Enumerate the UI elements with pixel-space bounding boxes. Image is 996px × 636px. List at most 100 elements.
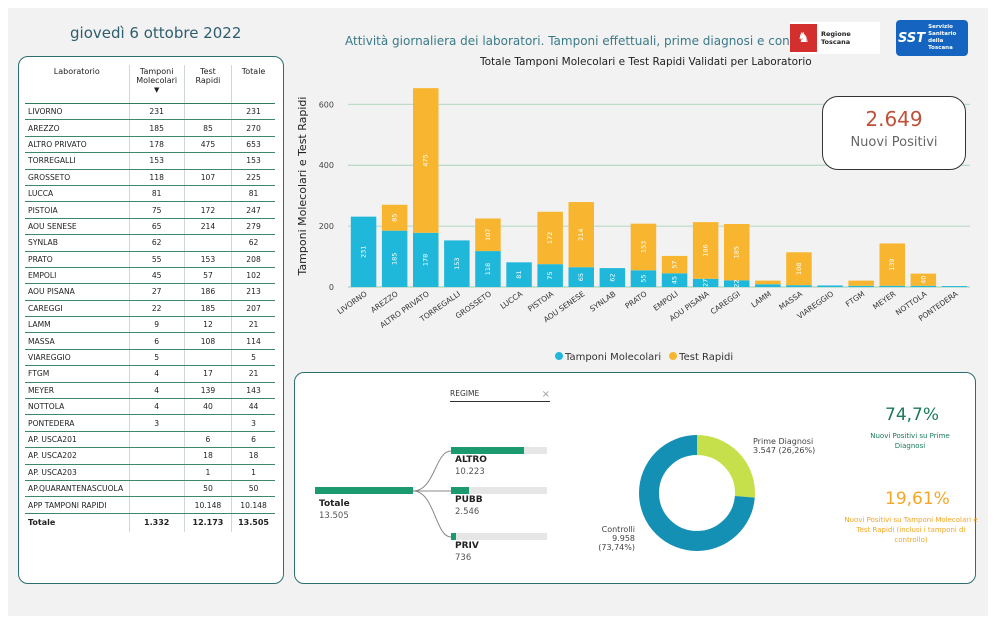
table-row[interactable]: EMPOLI 45 57 102: [25, 267, 275, 285]
data-label: 153: [639, 241, 647, 253]
cell-value: [183, 185, 232, 203]
pct-tamponi: 19,61%: [885, 489, 950, 509]
cell-value: 12: [183, 316, 232, 334]
table-row[interactable]: PISTOIA 75 172 247: [25, 201, 275, 219]
table-row[interactable]: VIAREGGIO 5 5: [25, 349, 275, 367]
cell-value: 213: [231, 283, 275, 301]
table-row[interactable]: LIVORNO 231 231: [25, 103, 275, 121]
table-row[interactable]: LUCCA 81 81: [25, 185, 275, 203]
data-label: 57: [671, 260, 679, 268]
table-row[interactable]: AP. USCA202 18 18: [25, 447, 275, 465]
cell-value: 225: [231, 169, 275, 186]
branch-bar-bg[interactable]: [451, 533, 547, 540]
legend-molecolari[interactable]: Tamponi Molecolari: [555, 352, 661, 363]
table-row[interactable]: AP.QUARANTENASCUOLA 50 50: [25, 480, 275, 498]
laboratory-table: Laboratorio Tamponi Molecolari ▼ Test Rap…: [25, 65, 275, 532]
cell-laboratorio: APP TAMPONI RAPIDI: [25, 496, 130, 514]
cell-value: 178: [128, 136, 185, 154]
data-label: 22: [733, 280, 741, 288]
x-tick-label: MEYER: [871, 289, 897, 311]
cell-value: 279: [231, 218, 275, 236]
cell-value: 208: [231, 251, 275, 268]
cell-value: [128, 496, 185, 514]
table-row[interactable]: AREZZO 185 85 270: [25, 119, 275, 137]
kpi-card: 2.649 Nuovi Positivi: [822, 96, 966, 170]
table-row[interactable]: NOTTOLA 4 40 44: [25, 398, 275, 416]
data-label: 62: [608, 273, 616, 281]
cell-laboratorio: MASSA: [25, 332, 130, 350]
laboratory-table-card: Laboratorio Tamponi Molecolari ▼ Test Rap…: [18, 56, 284, 584]
cell-value: 247: [231, 201, 275, 219]
table-row[interactable]: APP TAMPONI RAPIDI 10.148 10.148: [25, 496, 275, 514]
cell-laboratorio: FTGM: [25, 365, 130, 383]
col-header-laboratorio[interactable]: Laboratorio: [25, 65, 130, 104]
data-label: 186: [702, 244, 710, 256]
table-row[interactable]: LAMM 9 12 21: [25, 316, 275, 334]
col-header-test-rapidi[interactable]: Test Rapidi: [183, 65, 232, 104]
close-icon[interactable]: ×: [541, 389, 550, 400]
branch-value: 2.546: [455, 507, 480, 517]
cell-value: 185: [183, 300, 232, 318]
table-row[interactable]: AP. USCA203 1 1: [25, 464, 275, 481]
sst-text: Servizio Sanitario della Toscana: [928, 24, 957, 51]
data-label: 139: [888, 258, 896, 270]
table-row[interactable]: MEYER 4 139 143: [25, 382, 275, 400]
table-row[interactable]: TORREGALLI 153 153: [25, 152, 275, 170]
branch-bar[interactable]: [451, 533, 457, 540]
cell-laboratorio: AP. USCA201: [25, 431, 130, 449]
col-header-totale[interactable]: Totale: [231, 65, 275, 104]
table-row[interactable]: MASSA 6 108 114: [25, 332, 275, 350]
branch-value: 736: [455, 553, 472, 563]
bar-molecolari: [786, 285, 812, 287]
table-row[interactable]: FTGM 4 17 21: [25, 365, 275, 383]
cell-value: 27: [128, 283, 185, 301]
y-tick-label: 600: [319, 100, 334, 109]
cell-value: 4: [128, 365, 185, 383]
table-row[interactable]: PRATO 55 153 208: [25, 251, 275, 268]
cell-laboratorio: AP. USCA202: [25, 447, 130, 465]
cell-value: 153: [183, 251, 232, 268]
data-label: 27: [702, 279, 710, 287]
cell-value: 18: [183, 447, 232, 465]
table-row[interactable]: AOU PISANA 27 186 213: [25, 283, 275, 301]
x-tick-label: LAMM: [749, 289, 773, 309]
kpi-value: 2.649: [865, 107, 923, 131]
cell-laboratorio: AREZZO: [25, 119, 130, 137]
branch-label: PRIV: [455, 541, 479, 551]
sst-logo: SST Servizio Sanitario della Toscana: [896, 20, 968, 56]
table-row[interactable]: AP. USCA201 6 6: [25, 431, 275, 449]
table-row[interactable]: GROSSETO 118 107 225: [25, 169, 275, 186]
root-bar[interactable]: [315, 487, 413, 494]
table-row[interactable]: PONTEDERA 3 3: [25, 414, 275, 432]
data-label: 55: [639, 274, 647, 282]
total-cell: Totale: [28, 518, 56, 528]
data-label: 81: [515, 271, 523, 279]
bar-molecolari: [723, 280, 750, 287]
regime-filter[interactable]: REGIME ×: [450, 389, 550, 402]
x-tick-label: LIVORNO: [336, 289, 369, 316]
data-label: 85: [391, 214, 399, 222]
col-header-tamponi[interactable]: Tamponi Molecolari ▼: [128, 65, 185, 104]
legend-rapidi[interactable]: Test Rapidi: [669, 352, 733, 363]
cell-value: 10.148: [183, 496, 232, 514]
x-tick-label: MASSA: [777, 289, 804, 312]
bar-molecolari: [941, 286, 968, 287]
table-row[interactable]: SYNLAB 62 62: [25, 234, 275, 252]
sort-desc-icon: ▼: [153, 86, 160, 94]
branch-bar[interactable]: [451, 447, 524, 454]
donut-label-prime: Prime Diagnosi 3.547 (26,26%): [753, 437, 816, 455]
cell-laboratorio: GROSSETO: [25, 169, 130, 186]
cell-value: 153: [231, 152, 275, 170]
data-label: 185: [391, 253, 399, 265]
donut-slice[interactable]: [639, 435, 755, 551]
cell-value: 214: [183, 218, 232, 236]
table-row[interactable]: ALTRO PRIVATO 178 475 653: [25, 136, 275, 154]
branch-bar[interactable]: [451, 487, 470, 494]
table-row[interactable]: AOU SENESE 65 214 279: [25, 218, 275, 236]
bar-molecolari: [412, 232, 439, 287]
table-row[interactable]: CAREGGI 22 185 207: [25, 300, 275, 318]
cell-value: [128, 447, 185, 465]
data-label: 40: [919, 276, 927, 284]
branch-bar-bg[interactable]: [451, 487, 547, 494]
cell-value: 50: [183, 480, 232, 498]
